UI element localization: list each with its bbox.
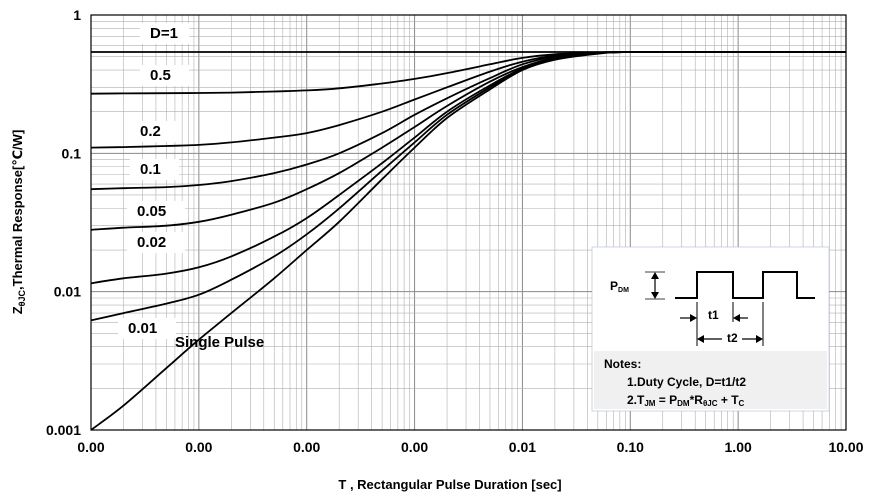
- y-tick-label: 0.01: [54, 284, 81, 300]
- pulse-waveform: [675, 271, 815, 299]
- y-axis-label: ZθJC,Thermal Response[℃/W]: [10, 130, 27, 315]
- x-tick-label: 1.00: [725, 439, 752, 455]
- axes: 0.00 0.00 0.00 0.00 0.01 0.10 1.00 10.0010.10.0…: [46, 7, 864, 455]
- inset-t1-label: t1: [708, 308, 719, 322]
- curve-label-single-pulse: Single Pulse: [175, 334, 264, 351]
- y-axis-label-sub: θJC: [17, 289, 27, 306]
- t2-arrow-right-head: [756, 335, 763, 343]
- note2-sub-rth: θJC: [703, 399, 718, 408]
- note2-sub-c: C: [739, 399, 745, 408]
- x-tick-label: 0.00: [185, 439, 212, 455]
- curve-label-bg-0-05: [127, 201, 185, 222]
- curve-label-d-1: D=1: [150, 25, 178, 42]
- inset-pdm-sub: DM: [618, 287, 629, 294]
- t2-arrow-left-head: [697, 335, 704, 343]
- curve-label-0-5: 0.5: [150, 67, 171, 84]
- note2-mid: = P: [655, 393, 677, 407]
- plot-frame: [90, 14, 847, 431]
- y-tick-label: 1: [73, 7, 81, 23]
- inset-notes-background: [594, 351, 827, 409]
- x-tick-label: 0.00: [401, 439, 428, 455]
- curve-label-0-01: 0.01: [128, 320, 157, 337]
- curve-label-bg-0-5: [140, 65, 189, 86]
- curve-label-0-05: 0.05: [137, 203, 166, 220]
- x-tick-label: 0.00: [77, 439, 104, 455]
- y-axis-label-rest: ,Thermal Response[℃/W]: [10, 130, 25, 290]
- note2-prefix: 2.T: [627, 393, 645, 407]
- inset-pdm-main: P: [610, 279, 618, 293]
- series-line-single-pulse: [90, 50, 846, 431]
- inset-t2-label: t2: [727, 331, 738, 345]
- curve-label-bg-d-1: [140, 23, 189, 44]
- note2-end: + T: [718, 393, 740, 407]
- curve-label-0-2: 0.2: [140, 123, 161, 140]
- t1-arrow-right-head: [733, 314, 740, 322]
- curve-label-bg-0-2: [130, 121, 179, 142]
- duty-cycle-inset: PDM t1 t2 Notes: 1.Duty Cycle, D=t1/t2: [591, 246, 830, 412]
- t1-arrow-left-head: [690, 314, 697, 322]
- curve-labels: D=1 0.5 0.2 0.1 0.05 0.02 0.01 Single Pulse: [118, 23, 264, 351]
- inset-note-tjm: 2.TJM = PDM*RθJC + TC: [627, 393, 745, 408]
- pdm-arrow-head-down: [651, 292, 659, 299]
- note2-sub-jm: JM: [644, 399, 655, 408]
- series-line-0-1: [90, 51, 846, 191]
- inset-note-duty-cycle: 1.Duty Cycle, D=t1/t2: [627, 375, 746, 389]
- x-tick-label: 10.00: [828, 439, 863, 455]
- note2-mid2: *R: [690, 393, 704, 407]
- x-tick-label: 0.01: [509, 439, 536, 455]
- x-tick-label: 0.00: [293, 439, 320, 455]
- curve-label-bg-0-01: [118, 318, 176, 339]
- inset-notes-title: Notes:: [604, 357, 641, 371]
- x-tick-label: 0.10: [617, 439, 644, 455]
- y-tick-label: 0.1: [62, 145, 82, 161]
- curve-label-bg-0-1: [130, 159, 179, 180]
- curve-label-0-1: 0.1: [140, 161, 161, 178]
- inset-pdm-label: PDM: [610, 279, 629, 294]
- pdm-arrow-head-up: [651, 272, 659, 279]
- y-tick-label: 0.001: [46, 422, 81, 438]
- curve-label-0-02: 0.02: [137, 234, 166, 251]
- curve-label-bg-0-02: [127, 232, 185, 253]
- y-axis-label-main: Z: [10, 306, 25, 314]
- note2-sub-dm: DM: [677, 399, 690, 408]
- x-axis-label: T , Rectangular Pulse Duration [sec]: [338, 477, 561, 492]
- curves: [90, 50, 846, 431]
